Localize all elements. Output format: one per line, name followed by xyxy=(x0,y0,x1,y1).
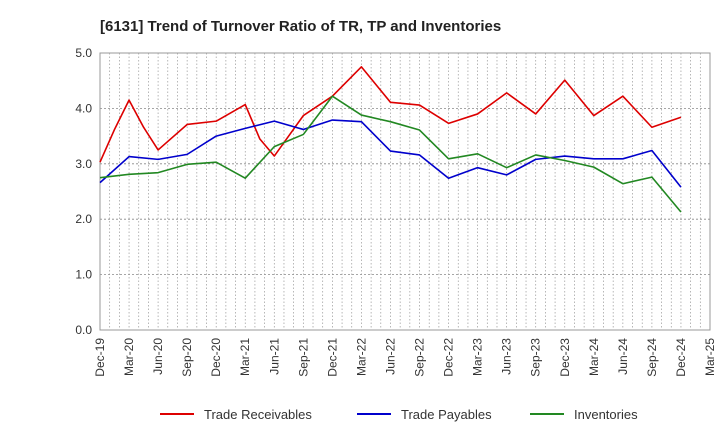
x-tick-label: Sep-23 xyxy=(529,338,543,377)
x-tick-label: Jun-20 xyxy=(151,338,165,375)
series-lines xyxy=(99,66,682,213)
series-line-trade-payables xyxy=(99,119,682,188)
series-line-inventories xyxy=(99,95,682,213)
x-tick-label: Sep-20 xyxy=(180,338,194,377)
legend-label-trade-payables: Trade Payables xyxy=(401,407,492,422)
x-tick-label: Sep-22 xyxy=(413,338,427,377)
x-tick-label: Jun-24 xyxy=(616,338,630,375)
y-tick-label: 5.0 xyxy=(75,46,92,60)
x-tick-label: Mar-24 xyxy=(587,338,601,376)
x-tick-label: Mar-23 xyxy=(471,338,485,376)
x-tick-label: Mar-22 xyxy=(354,338,368,376)
x-tick-label: Jun-22 xyxy=(383,338,397,375)
x-tick-label: Sep-24 xyxy=(645,338,659,377)
x-tick-label: Jun-21 xyxy=(267,338,281,375)
x-tick-label: Dec-20 xyxy=(209,338,223,377)
x-tick-label: Mar-20 xyxy=(122,338,136,376)
x-tick-label: Dec-23 xyxy=(558,338,572,377)
legend-label-inventories: Inventories xyxy=(574,407,638,422)
legend: Trade Receivables Trade Payables Inventori… xyxy=(160,407,638,422)
x-tick-label: Mar-25 xyxy=(703,338,717,376)
y-tick-label: 2.0 xyxy=(75,212,92,226)
x-tick-label: Dec-21 xyxy=(325,338,339,377)
x-tick-label: Dec-19 xyxy=(93,338,107,377)
y-tick-label: 3.0 xyxy=(75,157,92,171)
axes: 0.0 1.0 2.0 3.0 4.0 5.0 Dec-19 Mar-20 Jun-20 Sep-… xyxy=(75,46,717,377)
grid xyxy=(100,53,710,330)
chart-title: [6131] Trend of Turnover Ratio of TR, TP… xyxy=(100,18,501,35)
x-tick-label: Dec-24 xyxy=(674,338,688,377)
y-tick-label: 1.0 xyxy=(75,268,92,282)
x-tick-label: Mar-21 xyxy=(238,338,252,376)
x-tick-label: Sep-21 xyxy=(296,338,310,377)
x-tick-label: Dec-22 xyxy=(442,338,456,377)
y-tick-label: 4.0 xyxy=(75,101,92,115)
series-line-trade-receivables xyxy=(99,66,682,163)
y-tick-label: 0.0 xyxy=(75,323,92,337)
x-tick-label: Jun-23 xyxy=(500,338,514,375)
legend-label-trade-receivables: Trade Receivables xyxy=(204,407,312,422)
plot-frame xyxy=(99,52,711,331)
